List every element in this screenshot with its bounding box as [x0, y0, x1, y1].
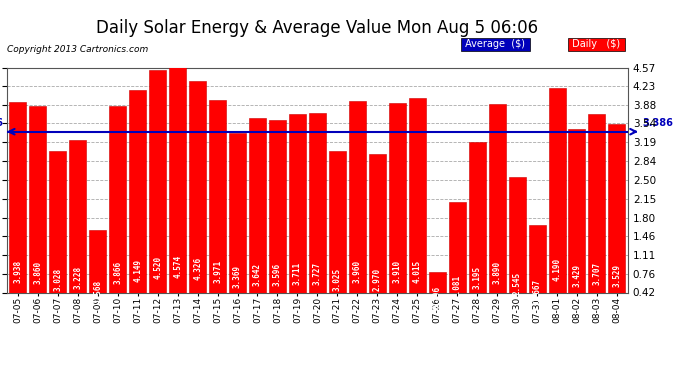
Bar: [269, 120, 286, 315]
Bar: [329, 151, 346, 315]
Bar: [589, 114, 605, 315]
Text: 3.386: 3.386: [0, 118, 3, 128]
Text: 4.520: 4.520: [153, 255, 162, 279]
Text: 1.667: 1.667: [533, 279, 542, 302]
Text: 3.642: 3.642: [253, 262, 262, 286]
Text: 3.386: 3.386: [642, 118, 673, 128]
Text: 2.970: 2.970: [373, 268, 382, 291]
Text: 3.707: 3.707: [593, 262, 602, 285]
Text: 1.568: 1.568: [93, 279, 102, 303]
Bar: [189, 81, 206, 315]
Bar: [209, 100, 226, 315]
Bar: [469, 142, 486, 315]
Bar: [149, 70, 166, 315]
Text: 3.727: 3.727: [313, 262, 322, 285]
Bar: [549, 88, 566, 315]
Bar: [489, 104, 506, 315]
Text: Daily   ($): Daily ($): [569, 39, 624, 50]
Bar: [408, 98, 426, 315]
Bar: [109, 106, 126, 315]
Text: 4.015: 4.015: [413, 260, 422, 283]
Text: Daily Solar Energy & Average Value Mon Aug 5 06:06: Daily Solar Energy & Average Value Mon A…: [97, 19, 538, 37]
Bar: [289, 114, 306, 315]
Bar: [529, 225, 546, 315]
Bar: [69, 140, 86, 315]
Text: 3.429: 3.429: [573, 264, 582, 287]
Text: 3.025: 3.025: [333, 267, 342, 291]
Bar: [369, 154, 386, 315]
Text: 0.796: 0.796: [433, 286, 442, 309]
Bar: [349, 100, 366, 315]
Bar: [49, 151, 66, 315]
Bar: [249, 118, 266, 315]
Text: 3.866: 3.866: [113, 261, 122, 284]
Text: 3.860: 3.860: [33, 261, 42, 284]
Text: 3.195: 3.195: [473, 266, 482, 289]
Text: 4.326: 4.326: [193, 257, 202, 280]
Text: 4.149: 4.149: [133, 258, 142, 282]
Bar: [569, 129, 586, 315]
Text: 3.910: 3.910: [393, 260, 402, 284]
Text: 3.228: 3.228: [73, 266, 82, 289]
Bar: [129, 90, 146, 315]
Text: Copyright 2013 Cartronics.com: Copyright 2013 Cartronics.com: [7, 45, 148, 54]
Bar: [448, 202, 466, 315]
Bar: [609, 124, 625, 315]
Text: 2.081: 2.081: [453, 275, 462, 298]
Bar: [89, 230, 106, 315]
Text: 4.190: 4.190: [553, 258, 562, 281]
Text: 2.545: 2.545: [513, 272, 522, 295]
Text: 3.028: 3.028: [53, 267, 62, 291]
Bar: [169, 67, 186, 315]
Text: 3.938: 3.938: [13, 260, 22, 283]
Text: 3.960: 3.960: [353, 260, 362, 283]
Text: 3.971: 3.971: [213, 260, 222, 283]
Bar: [388, 103, 406, 315]
Bar: [509, 177, 526, 315]
Bar: [10, 102, 26, 315]
Bar: [30, 106, 46, 315]
Bar: [428, 272, 446, 315]
Text: 4.574: 4.574: [173, 255, 182, 278]
Bar: [309, 113, 326, 315]
Text: 3.890: 3.890: [493, 261, 502, 284]
Bar: [229, 133, 246, 315]
Text: 3.529: 3.529: [613, 264, 622, 286]
Text: 3.369: 3.369: [233, 265, 242, 288]
Text: 3.596: 3.596: [273, 263, 282, 286]
Text: 3.711: 3.711: [293, 262, 302, 285]
Text: Average  ($): Average ($): [462, 39, 529, 50]
